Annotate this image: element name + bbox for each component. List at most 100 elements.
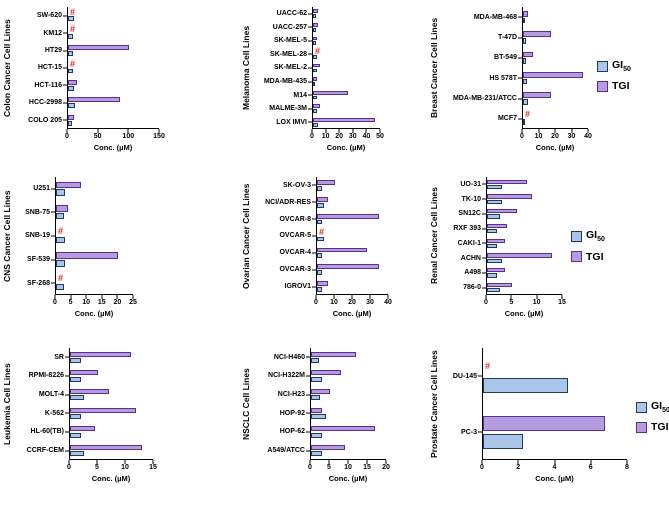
category-labels: MDA-MB-468 T-47D BT-549 HS 578T MDA-MB-231/A… (442, 7, 522, 129)
bar-gi50 (68, 68, 73, 74)
plot-area: # # (51, 177, 133, 295)
category-label: NCI-H322M (268, 372, 305, 380)
bar-gi50 (70, 395, 84, 401)
x-tick-label: 30 (366, 299, 374, 306)
x-tick-label: 0 (314, 299, 318, 306)
plot-area: # (478, 348, 627, 460)
y-tick (65, 412, 69, 414)
bar-gi50 (68, 120, 72, 126)
x-tick (158, 129, 160, 133)
y-tick (308, 108, 312, 110)
category-label: 786-0 (463, 284, 481, 292)
y-tick (65, 356, 69, 358)
bar-gi50 (523, 119, 526, 126)
category-label: NCI-H23 (277, 391, 305, 399)
bar-gi50 (70, 432, 82, 438)
category-label: SK-MEL-2 (273, 64, 307, 72)
bar-gi50 (70, 357, 82, 364)
category-label: T-47D (497, 33, 517, 41)
bar-gi50 (311, 432, 323, 438)
bar-tgi (317, 213, 380, 219)
bar-tgi (313, 9, 319, 14)
bar-tgi (70, 407, 137, 413)
category-label: MDA-MB-468 (473, 13, 517, 21)
y-tick (312, 235, 316, 237)
x-tick (311, 129, 313, 133)
bar-tgi (317, 281, 328, 287)
x-tick-label: 15 (363, 464, 371, 471)
category-label: SK-OV-3 (282, 181, 311, 189)
tgi-censored-mark: # (319, 227, 325, 238)
y-tick (312, 252, 316, 254)
category-label: OVCAR-4 (279, 249, 311, 257)
bar-gi50 (313, 41, 316, 46)
y-tick (308, 26, 312, 28)
x-tick-label: 30 (348, 133, 357, 140)
x-tick (387, 295, 389, 299)
y-tick (51, 282, 55, 284)
x-tick (315, 295, 317, 299)
bar-tgi (68, 97, 120, 103)
bar-gi50 (523, 99, 528, 105)
y-tick (63, 32, 67, 34)
x-tick-label: 50 (376, 133, 384, 140)
category-label: MALME-3M (269, 105, 307, 113)
x-tick (85, 295, 87, 299)
legend-label: TGI (612, 80, 630, 93)
y-tick (308, 13, 312, 15)
x-tick (385, 460, 387, 464)
plot-body: UO-31 TK-10 SN12C RXF 393 CAKI-1 ACHN A498 786-… (442, 177, 562, 295)
category-label: LOX IMVI (276, 118, 307, 126)
y-tick (63, 67, 67, 69)
bar-gi50 (523, 78, 528, 85)
y-tick (518, 77, 522, 79)
plot-body: MDA-MB-468 T-47D BT-549 HS 578T MDA-MB-231/A… (442, 7, 588, 129)
x-tick-label: 0 (484, 299, 488, 306)
category-label: U251 (33, 185, 50, 193)
plot-area (306, 348, 386, 460)
x-tick (366, 460, 368, 464)
x-tick (325, 129, 327, 133)
y-tick (482, 228, 486, 230)
x-tick (328, 460, 330, 464)
y-tick (51, 259, 55, 261)
bar-tgi (70, 426, 95, 432)
bar-gi50 (317, 202, 325, 208)
panel-axis-title: Leukemia Cell Lines (2, 363, 12, 445)
bar-tgi (70, 388, 109, 395)
y-tick (482, 287, 486, 289)
x-tick (116, 295, 118, 299)
bar-tgi (311, 370, 341, 376)
bar-gi50 (487, 229, 497, 234)
bar-tgi (487, 282, 512, 288)
bar-gi50 (70, 376, 82, 382)
bar-gi50 (313, 109, 318, 113)
bar-gi50 (483, 433, 523, 449)
bar-tgi (313, 36, 318, 41)
x-tick-label: 30 (567, 133, 576, 140)
category-labels: UACC-62 UACC-257 SK-MEL-5 SK-MEL-28 SK-MEL-2… (254, 7, 312, 129)
x-axis: 0 50 100 150 (65, 129, 165, 142)
y-tick (478, 375, 482, 377)
legend-label: TGI (586, 250, 604, 263)
x-axis: 0 10 20 30 40 (520, 129, 592, 142)
bar-tgi (70, 351, 131, 357)
x-tick (561, 295, 563, 299)
category-label: HT29 (44, 47, 62, 55)
y-tick (65, 394, 69, 396)
category-label: TK-10 (461, 195, 481, 203)
bar-gi50 (68, 51, 73, 56)
bar-tgi (70, 444, 142, 451)
x-tick (124, 460, 126, 464)
y-tick (518, 57, 522, 59)
y-tick (308, 40, 312, 42)
legend-item-gi50: GI50 (571, 229, 605, 244)
bar-gi50 (311, 413, 326, 420)
bar-tgi (313, 77, 318, 82)
x-tick-label: 4 (552, 464, 557, 471)
plot-body: SW-620 KM12 HT29 HCT-15 HCT-116 HCC-2998 COLO … (15, 7, 159, 129)
y-tick (308, 67, 312, 69)
x-tick-label: 5 (95, 464, 99, 471)
category-label: K-562 (44, 409, 64, 417)
category-label: HOP-62 (279, 428, 305, 436)
